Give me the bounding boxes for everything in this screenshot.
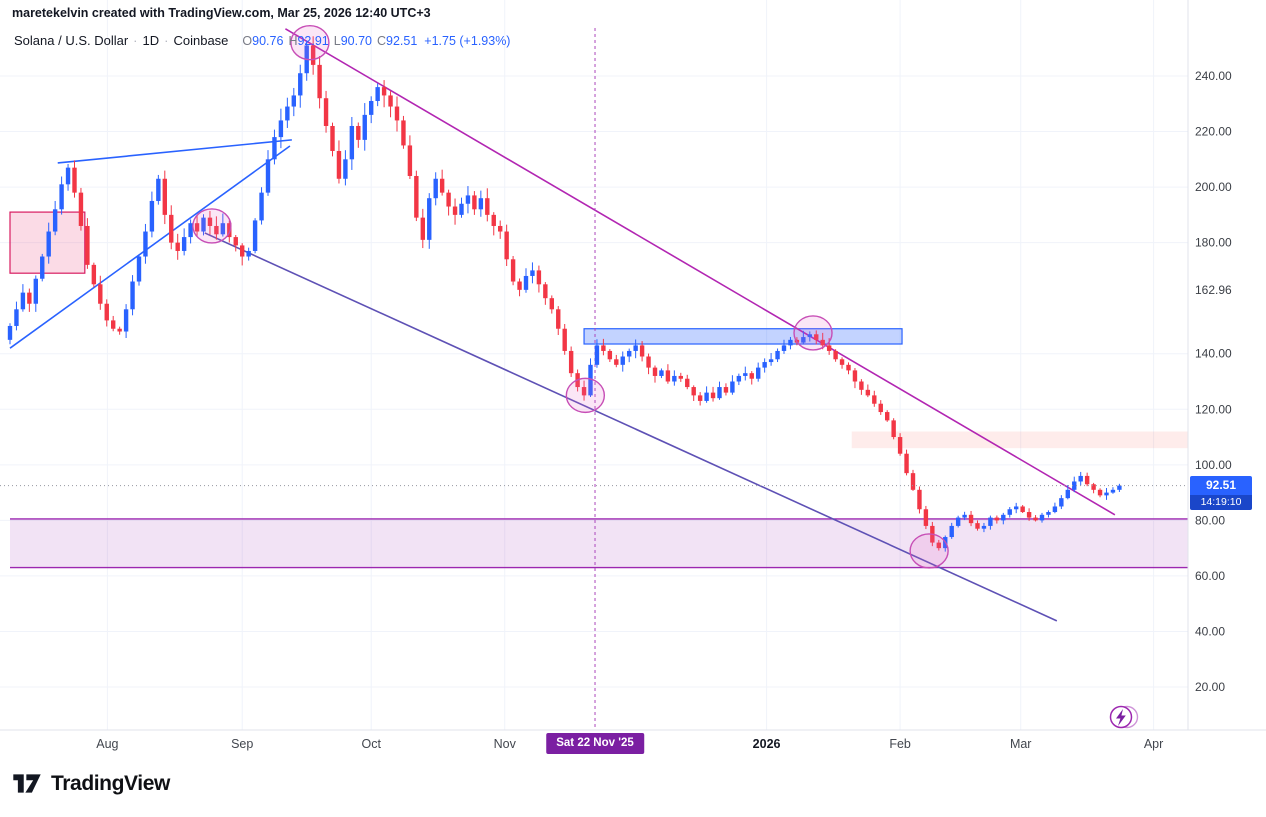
- ellipse-annotation[interactable]: [290, 24, 330, 61]
- price-tick-label: 20.00: [1195, 680, 1225, 694]
- symbol-name[interactable]: Solana / U.S. Dollar: [14, 33, 129, 48]
- price-tick-label: 60.00: [1195, 569, 1225, 583]
- candles-layer: [7, 36, 1122, 552]
- time-tick-label: Feb: [889, 737, 911, 751]
- tradingview-logo-icon[interactable]: [12, 770, 42, 797]
- legend-separator: ·: [164, 33, 169, 48]
- change-value: +1.75 (+1.93%): [424, 34, 511, 48]
- trendline-channel-upper[interactable]: [285, 28, 1116, 516]
- zone-resistance-box-blue[interactable]: [583, 328, 903, 345]
- ellipse-annotation[interactable]: [192, 208, 232, 244]
- ohlc-key: H: [288, 34, 298, 48]
- trendline-wedge-upper[interactable]: [57, 139, 292, 164]
- ohlc-key: O: [242, 34, 253, 48]
- ohlc-value: 90.70: [340, 34, 372, 48]
- tradingview-logo-text[interactable]: TradingView: [51, 771, 170, 795]
- ellipse-annotation[interactable]: [793, 315, 833, 351]
- ellipse-annotation[interactable]: [565, 377, 606, 414]
- boost-button[interactable]: [1102, 700, 1142, 734]
- time-tick-label: Sep: [231, 737, 253, 751]
- grid-layer: [0, 0, 1188, 730]
- event-date-badge: Sat 22 Nov '25: [546, 733, 644, 754]
- ohlc-value: 90.76: [252, 34, 284, 48]
- time-axis[interactable]: Aug Sep Oct Nov 2026 Feb Mar Apr: [96, 737, 1163, 751]
- legend-separator: ·: [133, 33, 138, 48]
- current-price-label: 92.51: [1190, 475, 1252, 495]
- ohlc-value: 92.91: [297, 34, 329, 48]
- ohlc-key: C: [376, 34, 387, 48]
- ohlc-values: O90.76 H92.91 L90.70 C92.51: [237, 34, 417, 48]
- bar-countdown: 14:19:10: [1190, 494, 1252, 510]
- zone-demand-band-purple[interactable]: [10, 518, 1188, 569]
- ohlc-key: L: [333, 34, 341, 48]
- chart-legend: Solana / U.S. Dollar · 1D · Coinbase O90.76 H9…: [14, 33, 510, 48]
- price-tick-label: 40.00: [1195, 624, 1225, 638]
- footer: TradingView: [12, 770, 170, 797]
- price-tick-label: 162.96: [1195, 283, 1232, 297]
- time-tick-label: Nov: [494, 737, 517, 751]
- price-axis[interactable]: 240.00 220.00 200.00 180.00 162.96 140.00 120.…: [1195, 69, 1232, 694]
- ellipse-annotation[interactable]: [909, 533, 949, 569]
- current-price-badge: 92.51 14:19:10: [1190, 475, 1252, 510]
- interval-label[interactable]: 1D: [142, 33, 160, 48]
- trendline-channel-lower[interactable]: [204, 232, 1058, 622]
- zone-supply-box-pink[interactable]: [851, 431, 1188, 449]
- price-tick-label: 140.00: [1195, 347, 1232, 361]
- price-tick-label: 120.00: [1195, 402, 1232, 416]
- exchange-label: Coinbase: [173, 33, 229, 48]
- price-tick-label: 220.00: [1195, 125, 1232, 139]
- time-tick-label: Apr: [1144, 737, 1163, 751]
- trendline-wedge-lower[interactable]: [9, 145, 291, 349]
- time-tick-label: Oct: [361, 737, 381, 751]
- time-tick-label: Mar: [1010, 737, 1032, 751]
- time-tick-label: Aug: [96, 737, 118, 751]
- time-tick-label: 2026: [753, 737, 781, 751]
- price-tick-label: 180.00: [1195, 236, 1232, 250]
- watermark: maretekelvin created with TradingView.co…: [12, 6, 431, 20]
- price-tick-label: 200.00: [1195, 180, 1232, 194]
- lightning-icon: [1116, 709, 1126, 726]
- ohlc-value: 92.51: [386, 34, 418, 48]
- price-tick-label: 240.00: [1195, 69, 1232, 83]
- price-tick-label: 80.00: [1195, 513, 1225, 527]
- price-tick-label: 100.00: [1195, 458, 1232, 472]
